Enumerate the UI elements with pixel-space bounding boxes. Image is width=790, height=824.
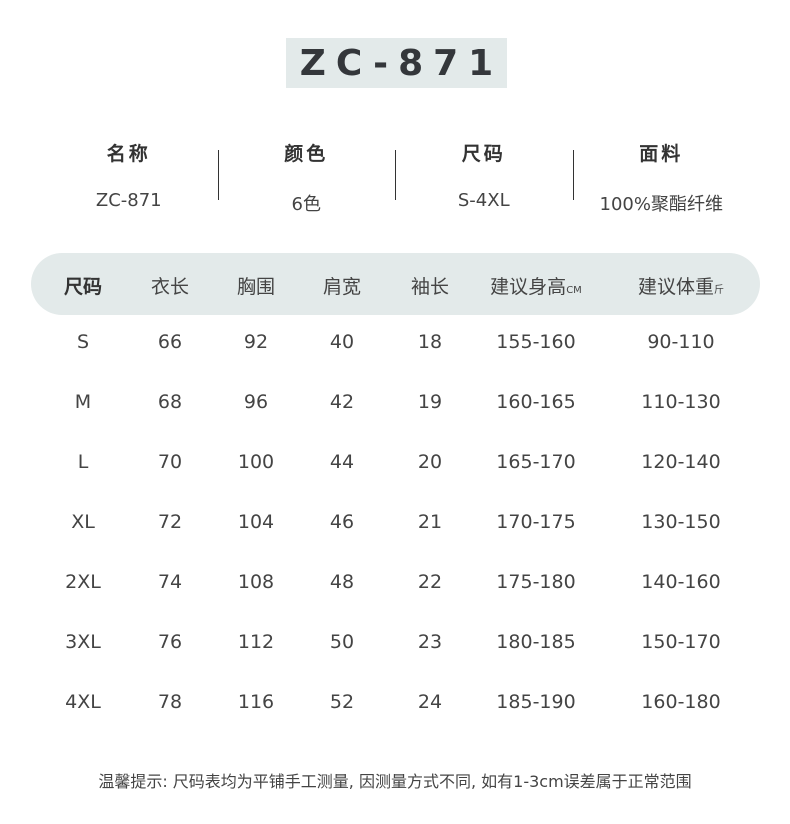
table-cell: 4XL — [65, 691, 101, 713]
table-cell: 44 — [329, 451, 355, 473]
table-cell: L — [77, 451, 89, 473]
column-header: 胸围 — [237, 272, 275, 299]
table-cell: XL — [71, 511, 95, 533]
info-value: 6色 — [291, 194, 321, 215]
info-label: 名称 — [106, 143, 151, 165]
product-code-title: ZC-871 — [286, 38, 507, 88]
table-cell: 120-140 — [641, 451, 721, 473]
table-cell: 160-165 — [496, 391, 576, 413]
table-row: M 68 96 42 19 160-165 110-130 — [0, 391, 790, 421]
table-cell: 112 — [237, 631, 275, 653]
table-row: S 66 92 40 18 155-160 90-110 — [0, 331, 790, 361]
table-cell: 21 — [417, 511, 443, 533]
table-cell: 40 — [329, 331, 355, 353]
table-cell: 2XL — [65, 571, 101, 593]
table-cell: 170-175 — [496, 511, 576, 533]
table-cell: 140-160 — [641, 571, 721, 593]
table-cell: 52 — [329, 691, 355, 713]
table-cell: 66 — [157, 331, 183, 353]
table-cell: 22 — [417, 571, 443, 593]
table-cell: 74 — [157, 571, 183, 593]
table-cell: 150-170 — [641, 631, 721, 653]
table-row: 3XL 76 112 50 23 180-185 150-170 — [0, 631, 790, 661]
header-label: 建议体重 — [637, 276, 715, 298]
table-cell: 100 — [237, 451, 275, 473]
table-cell: 24 — [417, 691, 443, 713]
table-cell: M — [74, 391, 92, 413]
table-cell: 50 — [329, 631, 355, 653]
info-color: 颜色 6色 — [217, 135, 396, 215]
table-cell: 90-110 — [647, 331, 715, 353]
table-row: 4XL 78 116 52 24 185-190 160-180 — [0, 691, 790, 721]
table-cell: 23 — [417, 631, 443, 653]
product-info: 名称 ZC-871 颜色 6色 尺码 S-4XL 面料 100%聚酯纤维 — [40, 135, 750, 215]
info-size: 尺码 S-4XL — [395, 135, 573, 215]
header-label: 肩宽 — [322, 276, 362, 298]
table-cell: 19 — [417, 391, 443, 413]
info-value: S-4XL — [457, 190, 510, 211]
measurement-note: 温馨提示: 尺码表均为平铺手工测量, 因测量方式不同, 如有1-3cm误差属于正… — [98, 772, 692, 791]
header-label: 胸围 — [236, 276, 276, 298]
table-cell: 108 — [237, 571, 275, 593]
table-cell: 20 — [417, 451, 443, 473]
table-cell: 165-170 — [496, 451, 576, 473]
info-value: ZC-871 — [95, 190, 162, 211]
table-cell: 185-190 — [496, 691, 576, 713]
column-header: 建议身高CM — [490, 272, 582, 299]
header-unit: CM — [566, 285, 582, 296]
table-cell: 78 — [157, 691, 183, 713]
table-cell: 155-160 — [496, 331, 576, 353]
table-cell: 110-130 — [641, 391, 721, 413]
table-cell: 76 — [157, 631, 183, 653]
table-cell: 130-150 — [641, 511, 721, 533]
table-cell: 70 — [157, 451, 183, 473]
info-fabric: 面料 100%聚酯纤维 — [572, 135, 751, 215]
column-header: 建议体重斤 — [638, 272, 724, 299]
table-cell: 46 — [329, 511, 355, 533]
table-cell: 104 — [237, 511, 275, 533]
table-cell: 96 — [243, 391, 269, 413]
info-value: 100%聚酯纤维 — [599, 194, 723, 215]
table-cell: S — [76, 331, 90, 353]
table-cell: 42 — [329, 391, 355, 413]
header-label: 建议身高 — [490, 276, 567, 298]
header-label: 尺码 — [63, 276, 103, 298]
table-cell: 116 — [237, 691, 275, 713]
table-cell: 48 — [329, 571, 355, 593]
header-unit: 斤 — [714, 285, 725, 296]
table-cell: 72 — [157, 511, 183, 533]
table-row: XL 72 104 46 21 170-175 130-150 — [0, 511, 790, 541]
table-cell: 68 — [157, 391, 183, 413]
size-table-header — [31, 253, 760, 315]
column-header: 衣长 — [151, 272, 189, 299]
column-header: 袖长 — [411, 272, 449, 299]
header-label: 衣长 — [150, 276, 190, 298]
header-label: 袖长 — [410, 276, 450, 298]
table-cell: 160-180 — [641, 691, 721, 713]
table-row: L 70 100 44 20 165-170 120-140 — [0, 451, 790, 481]
info-name: 名称 ZC-871 — [40, 135, 218, 215]
column-header: 肩宽 — [323, 272, 361, 299]
info-label: 尺码 — [461, 143, 506, 165]
table-cell: 180-185 — [496, 631, 576, 653]
info-label: 颜色 — [284, 143, 329, 165]
info-label: 面料 — [639, 143, 684, 165]
table-row: 2XL 74 108 48 22 175-180 140-160 — [0, 571, 790, 601]
table-cell: 92 — [243, 331, 269, 353]
table-cell: 3XL — [65, 631, 101, 653]
table-cell: 175-180 — [496, 571, 576, 593]
column-header: 尺码 — [64, 272, 102, 299]
table-cell: 18 — [417, 331, 443, 353]
